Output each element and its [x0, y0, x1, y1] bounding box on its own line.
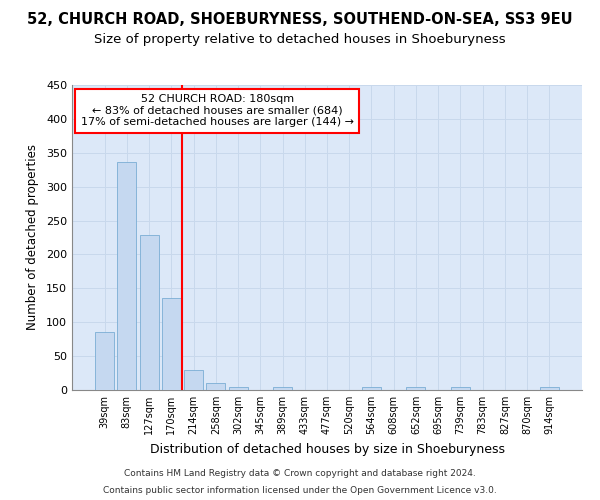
Bar: [162, 298, 181, 390]
Bar: [451, 388, 470, 390]
Bar: [118, 162, 136, 390]
Bar: [362, 388, 381, 390]
Bar: [95, 332, 114, 390]
Y-axis label: Number of detached properties: Number of detached properties: [26, 144, 39, 330]
Bar: [229, 386, 248, 390]
Bar: [540, 388, 559, 390]
Bar: [273, 386, 292, 390]
Bar: [140, 235, 158, 390]
Text: 52, CHURCH ROAD, SHOEBURYNESS, SOUTHEND-ON-SEA, SS3 9EU: 52, CHURCH ROAD, SHOEBURYNESS, SOUTHEND-…: [27, 12, 573, 28]
Text: Contains public sector information licensed under the Open Government Licence v3: Contains public sector information licen…: [103, 486, 497, 495]
Bar: [206, 382, 225, 390]
X-axis label: Distribution of detached houses by size in Shoeburyness: Distribution of detached houses by size …: [149, 442, 505, 456]
Text: Size of property relative to detached houses in Shoeburyness: Size of property relative to detached ho…: [94, 32, 506, 46]
Bar: [406, 388, 425, 390]
Text: 52 CHURCH ROAD: 180sqm
← 83% of detached houses are smaller (684)
17% of semi-de: 52 CHURCH ROAD: 180sqm ← 83% of detached…: [81, 94, 354, 128]
Text: Contains HM Land Registry data © Crown copyright and database right 2024.: Contains HM Land Registry data © Crown c…: [124, 468, 476, 477]
Bar: [184, 370, 203, 390]
